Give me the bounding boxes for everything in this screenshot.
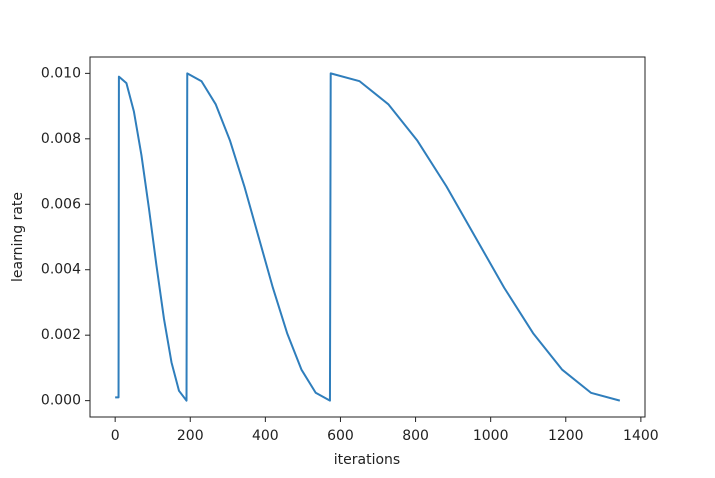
y-tick-label: 0.000 [41, 393, 81, 409]
x-tick-label: 1200 [548, 428, 584, 444]
x-tick-label: 1400 [623, 428, 659, 444]
y-tick-label: 0.002 [41, 327, 81, 343]
y-tick-label: 0.008 [41, 131, 81, 147]
y-axis-label: learning rate [10, 192, 26, 282]
x-tick-label: 400 [252, 428, 279, 444]
x-tick-label: 0 [111, 428, 120, 444]
x-axis-label: iterations [334, 452, 400, 468]
x-tick-label: 600 [327, 428, 354, 444]
x-tick-label: 800 [402, 428, 429, 444]
x-tick-label: 1000 [473, 428, 509, 444]
y-tick-label: 0.004 [41, 262, 81, 278]
y-tick-label: 0.006 [41, 196, 81, 212]
line-series [115, 72, 621, 402]
y-tick-label: 0.010 [41, 65, 81, 81]
plot-frame [89, 56, 646, 418]
x-tick-label: 200 [177, 428, 204, 444]
